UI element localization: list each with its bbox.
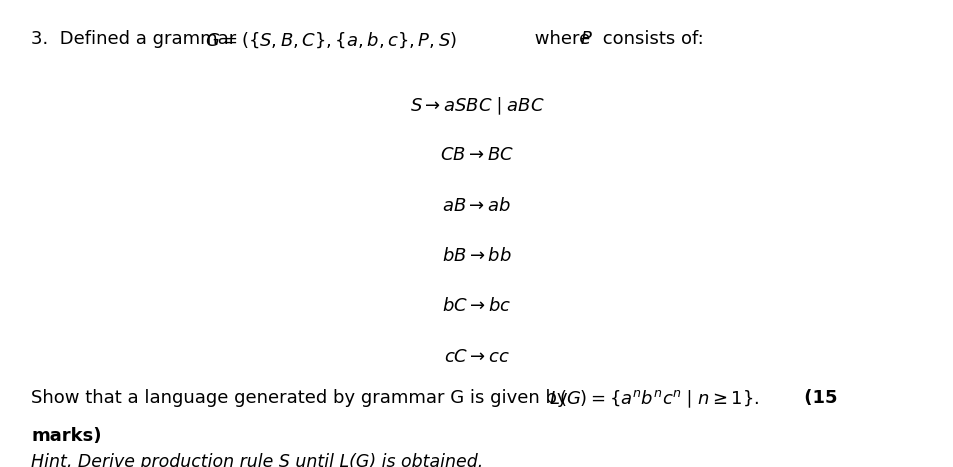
Text: $S \rightarrow aSBC \mid aBC$: $S \rightarrow aSBC \mid aBC$ [409,96,544,117]
Text: (15: (15 [798,389,837,407]
Text: $L(G) = \{a^nb^nc^n \mid n \geq 1\}.$: $L(G) = \{a^nb^nc^n \mid n \geq 1\}.$ [548,389,759,410]
Text: $CB \rightarrow BC$: $CB \rightarrow BC$ [439,146,514,164]
Text: $bC \rightarrow bc$: $bC \rightarrow bc$ [442,297,511,316]
Text: where: where [529,30,596,49]
Text: 3.  Defined a grammar: 3. Defined a grammar [31,30,242,49]
Text: $G = (\{S, B, C\}, \{a, b, c\}, P, S)$: $G = (\{S, B, C\}, \{a, b, c\}, P, S)$ [205,30,456,50]
Text: Hint, Derive production rule S until L(G) is obtained.: Hint, Derive production rule S until L(G… [31,453,483,467]
Text: $aB \rightarrow ab$: $aB \rightarrow ab$ [442,197,511,215]
Text: Show that a language generated by grammar G is given by: Show that a language generated by gramma… [31,389,574,407]
Text: $cC \rightarrow cc$: $cC \rightarrow cc$ [443,348,510,366]
Text: consists of:: consists of: [597,30,703,49]
Text: marks): marks) [31,427,102,446]
Text: $bB \rightarrow bb$: $bB \rightarrow bb$ [441,247,512,265]
Text: $P$: $P$ [579,30,592,49]
